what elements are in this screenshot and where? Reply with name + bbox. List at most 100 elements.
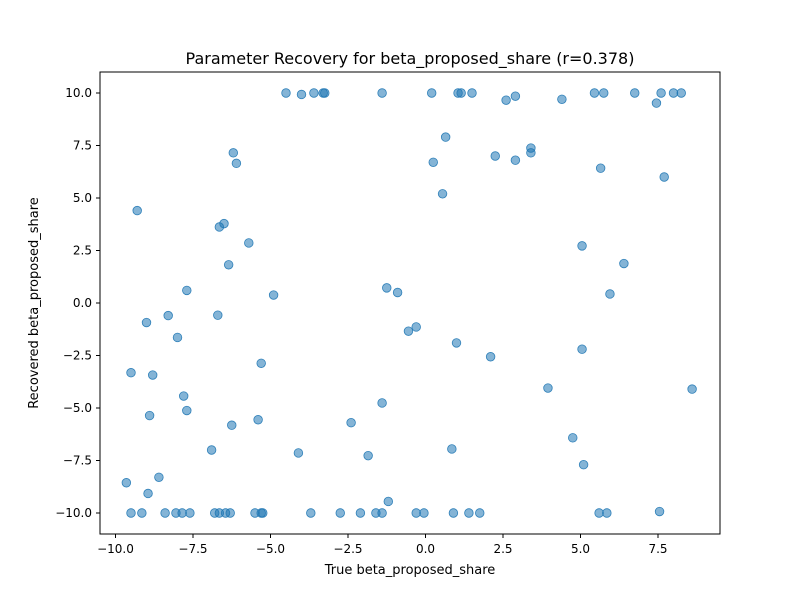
data-point-62	[346, 418, 356, 428]
data-point-23	[490, 151, 500, 161]
data-point-89	[335, 508, 345, 518]
x-tick-label: 0.0	[416, 542, 435, 556]
data-point-27	[231, 158, 242, 169]
data-point-68	[363, 450, 373, 461]
y-axis-ticks: −10.0 −7.5 −5.0 −2.5 0.0 2.5 5.0 7.5 10.0	[55, 86, 100, 520]
data-point-72	[143, 488, 153, 499]
y-tick-label: 0.0	[73, 296, 92, 310]
y-tick-label: 10.0	[65, 86, 92, 100]
data-point-16	[651, 98, 662, 108]
data-point-71	[121, 478, 132, 488]
data-point-63	[227, 420, 237, 430]
data-point-18	[668, 88, 679, 98]
data-point-44	[213, 310, 223, 320]
data-point-31	[132, 205, 142, 216]
data-point-19	[676, 88, 686, 98]
data-point-8	[456, 88, 466, 98]
data-point-92	[377, 508, 387, 518]
data-point-29	[659, 172, 669, 182]
data-point-42	[605, 289, 615, 299]
data-point-67	[293, 448, 304, 458]
data-point-1	[296, 89, 307, 100]
x-tick-label: −7.5	[178, 542, 207, 556]
data-point-35	[577, 241, 587, 251]
data-point-13	[589, 88, 600, 98]
data-point-2	[309, 88, 319, 98]
data-point-37	[619, 258, 629, 269]
y-tick-label: 7.5	[73, 139, 92, 153]
x-tick-label: −5.0	[256, 542, 285, 556]
data-point-55	[543, 383, 553, 393]
y-tick-label: −10.0	[55, 506, 92, 520]
data-point-70	[154, 472, 164, 483]
data-point-33	[214, 222, 225, 232]
data-point-25	[428, 157, 438, 168]
y-tick-label: 5.0	[73, 191, 92, 205]
data-point-5	[377, 88, 387, 98]
data-point-79	[177, 508, 187, 518]
data-point-22	[526, 148, 536, 158]
data-point-59	[182, 405, 192, 416]
data-point-48	[172, 332, 183, 343]
data-point-94	[419, 508, 429, 518]
data-point-99	[602, 508, 612, 518]
data-point-10	[510, 91, 521, 101]
data-point-74	[654, 506, 665, 517]
data-point-88	[306, 508, 316, 518]
data-point-65	[447, 444, 457, 454]
data-point-43	[163, 310, 173, 321]
x-tick-label: −2.5	[333, 542, 362, 556]
data-point-0	[281, 88, 291, 98]
data-point-64	[568, 433, 578, 443]
data-point-4	[320, 88, 330, 98]
data-point-98	[594, 508, 604, 518]
data-point-90	[355, 508, 366, 518]
data-point-96	[464, 508, 474, 518]
y-tick-label: −7.5	[63, 454, 92, 468]
x-tick-label: 2.5	[493, 542, 512, 556]
data-point-47	[403, 326, 414, 336]
data-point-9	[467, 88, 477, 98]
data-point-54	[147, 370, 158, 380]
data-point-30	[437, 189, 448, 199]
y-tick-label: −5.0	[63, 401, 92, 415]
data-point-11	[501, 95, 511, 105]
data-point-41	[268, 290, 279, 300]
y-tick-label: 2.5	[73, 244, 92, 258]
data-point-60	[144, 410, 155, 421]
data-point-20	[440, 132, 451, 142]
data-point-53	[126, 368, 136, 378]
y-axis-label: Recovered beta_proposed_share	[27, 197, 42, 409]
data-point-40	[392, 287, 403, 298]
x-tick-label: 5.0	[571, 542, 590, 556]
data-point-24	[510, 155, 521, 165]
data-point-28	[595, 163, 606, 173]
data-point-56	[687, 384, 697, 394]
data-point-15	[630, 88, 640, 98]
y-tick-label: −2.5	[63, 349, 92, 363]
data-point-39	[382, 283, 392, 293]
data-point-93	[411, 508, 421, 518]
chart-title: Parameter Recovery for beta_proposed_sha…	[186, 49, 635, 69]
data-point-57	[178, 391, 189, 401]
x-axis-ticks: −10.0 −7.5 −5.0 −2.5 0.0 2.5 5.0 7.5	[97, 534, 668, 556]
data-point-80	[185, 508, 195, 518]
data-point-66	[206, 445, 217, 455]
data-point-73	[383, 496, 394, 507]
data-point-26	[228, 148, 239, 158]
data-point-75	[126, 508, 136, 518]
data-point-95	[448, 508, 459, 518]
data-point-51	[485, 352, 496, 362]
data-point-17	[656, 88, 666, 98]
data-point-97	[475, 508, 485, 518]
points-layer	[121, 88, 697, 518]
data-point-45	[141, 317, 152, 328]
data-point-6	[427, 88, 437, 98]
data-point-50	[577, 344, 587, 354]
x-tick-label: 7.5	[648, 542, 667, 556]
data-point-36	[223, 260, 234, 270]
data-point-14	[599, 88, 609, 98]
